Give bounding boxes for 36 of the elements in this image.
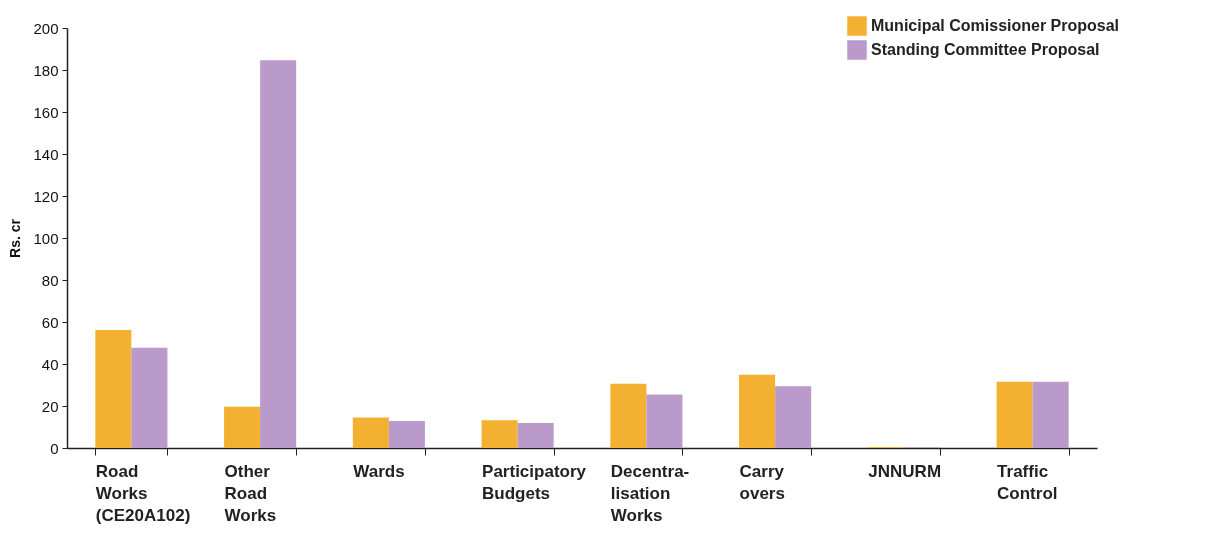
bar [775,386,812,448]
bar [517,423,554,448]
y-tick-label: 80 [41,271,59,289]
legend-label: Standing Committee Proposal [871,41,1100,58]
bar [996,381,1033,448]
bar [739,374,776,448]
bar [260,60,297,448]
y-tick-label: 0 [50,439,59,457]
y-tick-label: 180 [33,61,59,79]
bar [646,394,683,448]
x-tick-label: Wards [353,461,405,481]
bar [95,329,132,448]
y-tick-label: 40 [41,355,59,373]
y-tick-label: 120 [33,187,59,205]
bar [224,406,261,448]
y-tick-label: 140 [33,145,59,163]
x-tick-label: Carry overs [739,461,785,503]
x-tick-label: Traffic Control [997,461,1058,503]
bar [1032,381,1069,448]
y-axis-title: Rs. cr [7,218,24,258]
bar [610,383,647,448]
y-tick-label: 200 [33,19,59,37]
bar [388,421,425,448]
x-tick-label: JNNURM [868,461,942,481]
y-tick-label: 100 [33,229,59,247]
x-tick-label: Road Works (CE20A102) [95,461,191,525]
bar [131,347,168,448]
legend-label: Municipal Comissioner Proposal [871,17,1120,34]
x-tick-label: Decentra-lisation Works [610,461,690,525]
y-tick-label: 60 [41,313,59,331]
bar [352,417,389,448]
y-tick-label: 20 [41,397,59,415]
x-tick-label: Other Road Works [224,461,277,525]
x-tick-label: Participatory Budgets [482,461,587,503]
y-tick-label: 160 [33,103,59,121]
bar [481,420,518,448]
